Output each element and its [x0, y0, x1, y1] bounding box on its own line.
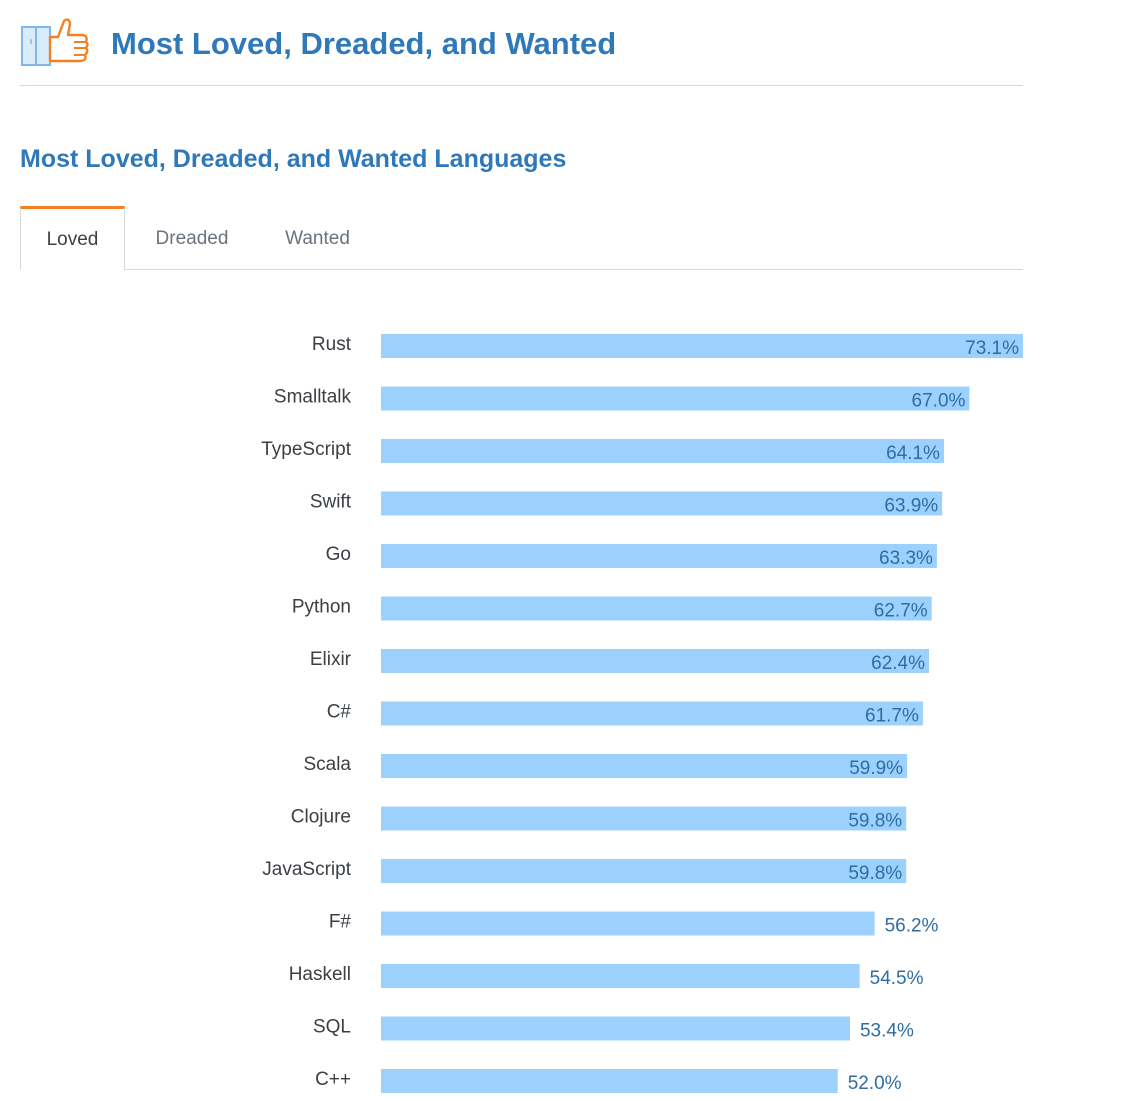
tab-bar: Loved Dreaded Wanted — [20, 206, 1023, 270]
bar — [381, 386, 970, 411]
value-label: 63.3% — [879, 548, 933, 569]
value-label: 54.5% — [870, 968, 924, 989]
bar — [381, 334, 1023, 358]
category-label: F# — [329, 912, 352, 933]
value-label: 62.4% — [871, 653, 925, 674]
category-label: Swift — [310, 492, 352, 513]
value-label: 56.2% — [885, 916, 939, 937]
thumbs-up-icon — [21, 18, 89, 66]
value-label: 59.8% — [848, 811, 902, 832]
category-label: SQL — [313, 1017, 351, 1038]
bar — [381, 439, 944, 463]
bar — [381, 806, 907, 831]
bar — [381, 544, 937, 568]
page-title: Most Loved, Dreaded, and Wanted — [111, 26, 617, 61]
section-title: Most Loved, Dreaded, and Wanted Language… — [20, 145, 567, 173]
bar — [381, 1016, 850, 1041]
bar — [381, 701, 923, 726]
value-label: 59.8% — [848, 863, 902, 884]
bar — [381, 859, 907, 883]
value-label: 62.7% — [874, 601, 928, 622]
bar — [381, 754, 908, 778]
category-label: Smalltalk — [274, 387, 352, 408]
bar — [381, 491, 943, 516]
category-label: TypeScript — [261, 439, 351, 460]
value-label: 73.1% — [965, 338, 1019, 359]
value-label: 52.0% — [848, 1073, 902, 1094]
category-label: JavaScript — [262, 859, 351, 880]
bar — [381, 964, 860, 988]
tab-wanted[interactable]: Wanted — [285, 228, 350, 249]
bar-chart: Rust 73.1% Smalltalk 67.0% TypeScript 64.1% Sw… — [261, 334, 1023, 1094]
category-label: Rust — [312, 334, 352, 355]
tab-loved[interactable]: Loved — [20, 206, 125, 270]
value-label: 67.0% — [912, 391, 966, 412]
bar — [381, 649, 929, 673]
category-label: Haskell — [289, 964, 351, 985]
category-label: Go — [326, 544, 351, 565]
bar — [381, 911, 875, 936]
value-label: 59.9% — [849, 758, 903, 779]
value-label: 63.9% — [884, 496, 938, 517]
value-label: 53.4% — [860, 1021, 914, 1042]
category-label: C# — [327, 702, 352, 723]
bar — [381, 1069, 838, 1093]
category-label: Clojure — [291, 807, 351, 828]
value-label: 64.1% — [886, 443, 940, 464]
tab-dreaded[interactable]: Dreaded — [155, 228, 229, 249]
loved-languages-chart: Rust 73.1% Smalltalk 67.0% TypeScript 64.1% Sw… — [0, 300, 1135, 1101]
category-label: Python — [292, 597, 351, 618]
bar — [381, 596, 932, 621]
page-header: Most Loved, Dreaded, and Wanted — [20, 12, 1023, 86]
value-label: 61.7% — [865, 706, 919, 727]
category-label: Scala — [303, 754, 351, 775]
category-label: Elixir — [310, 649, 352, 670]
category-label: C++ — [315, 1069, 351, 1090]
